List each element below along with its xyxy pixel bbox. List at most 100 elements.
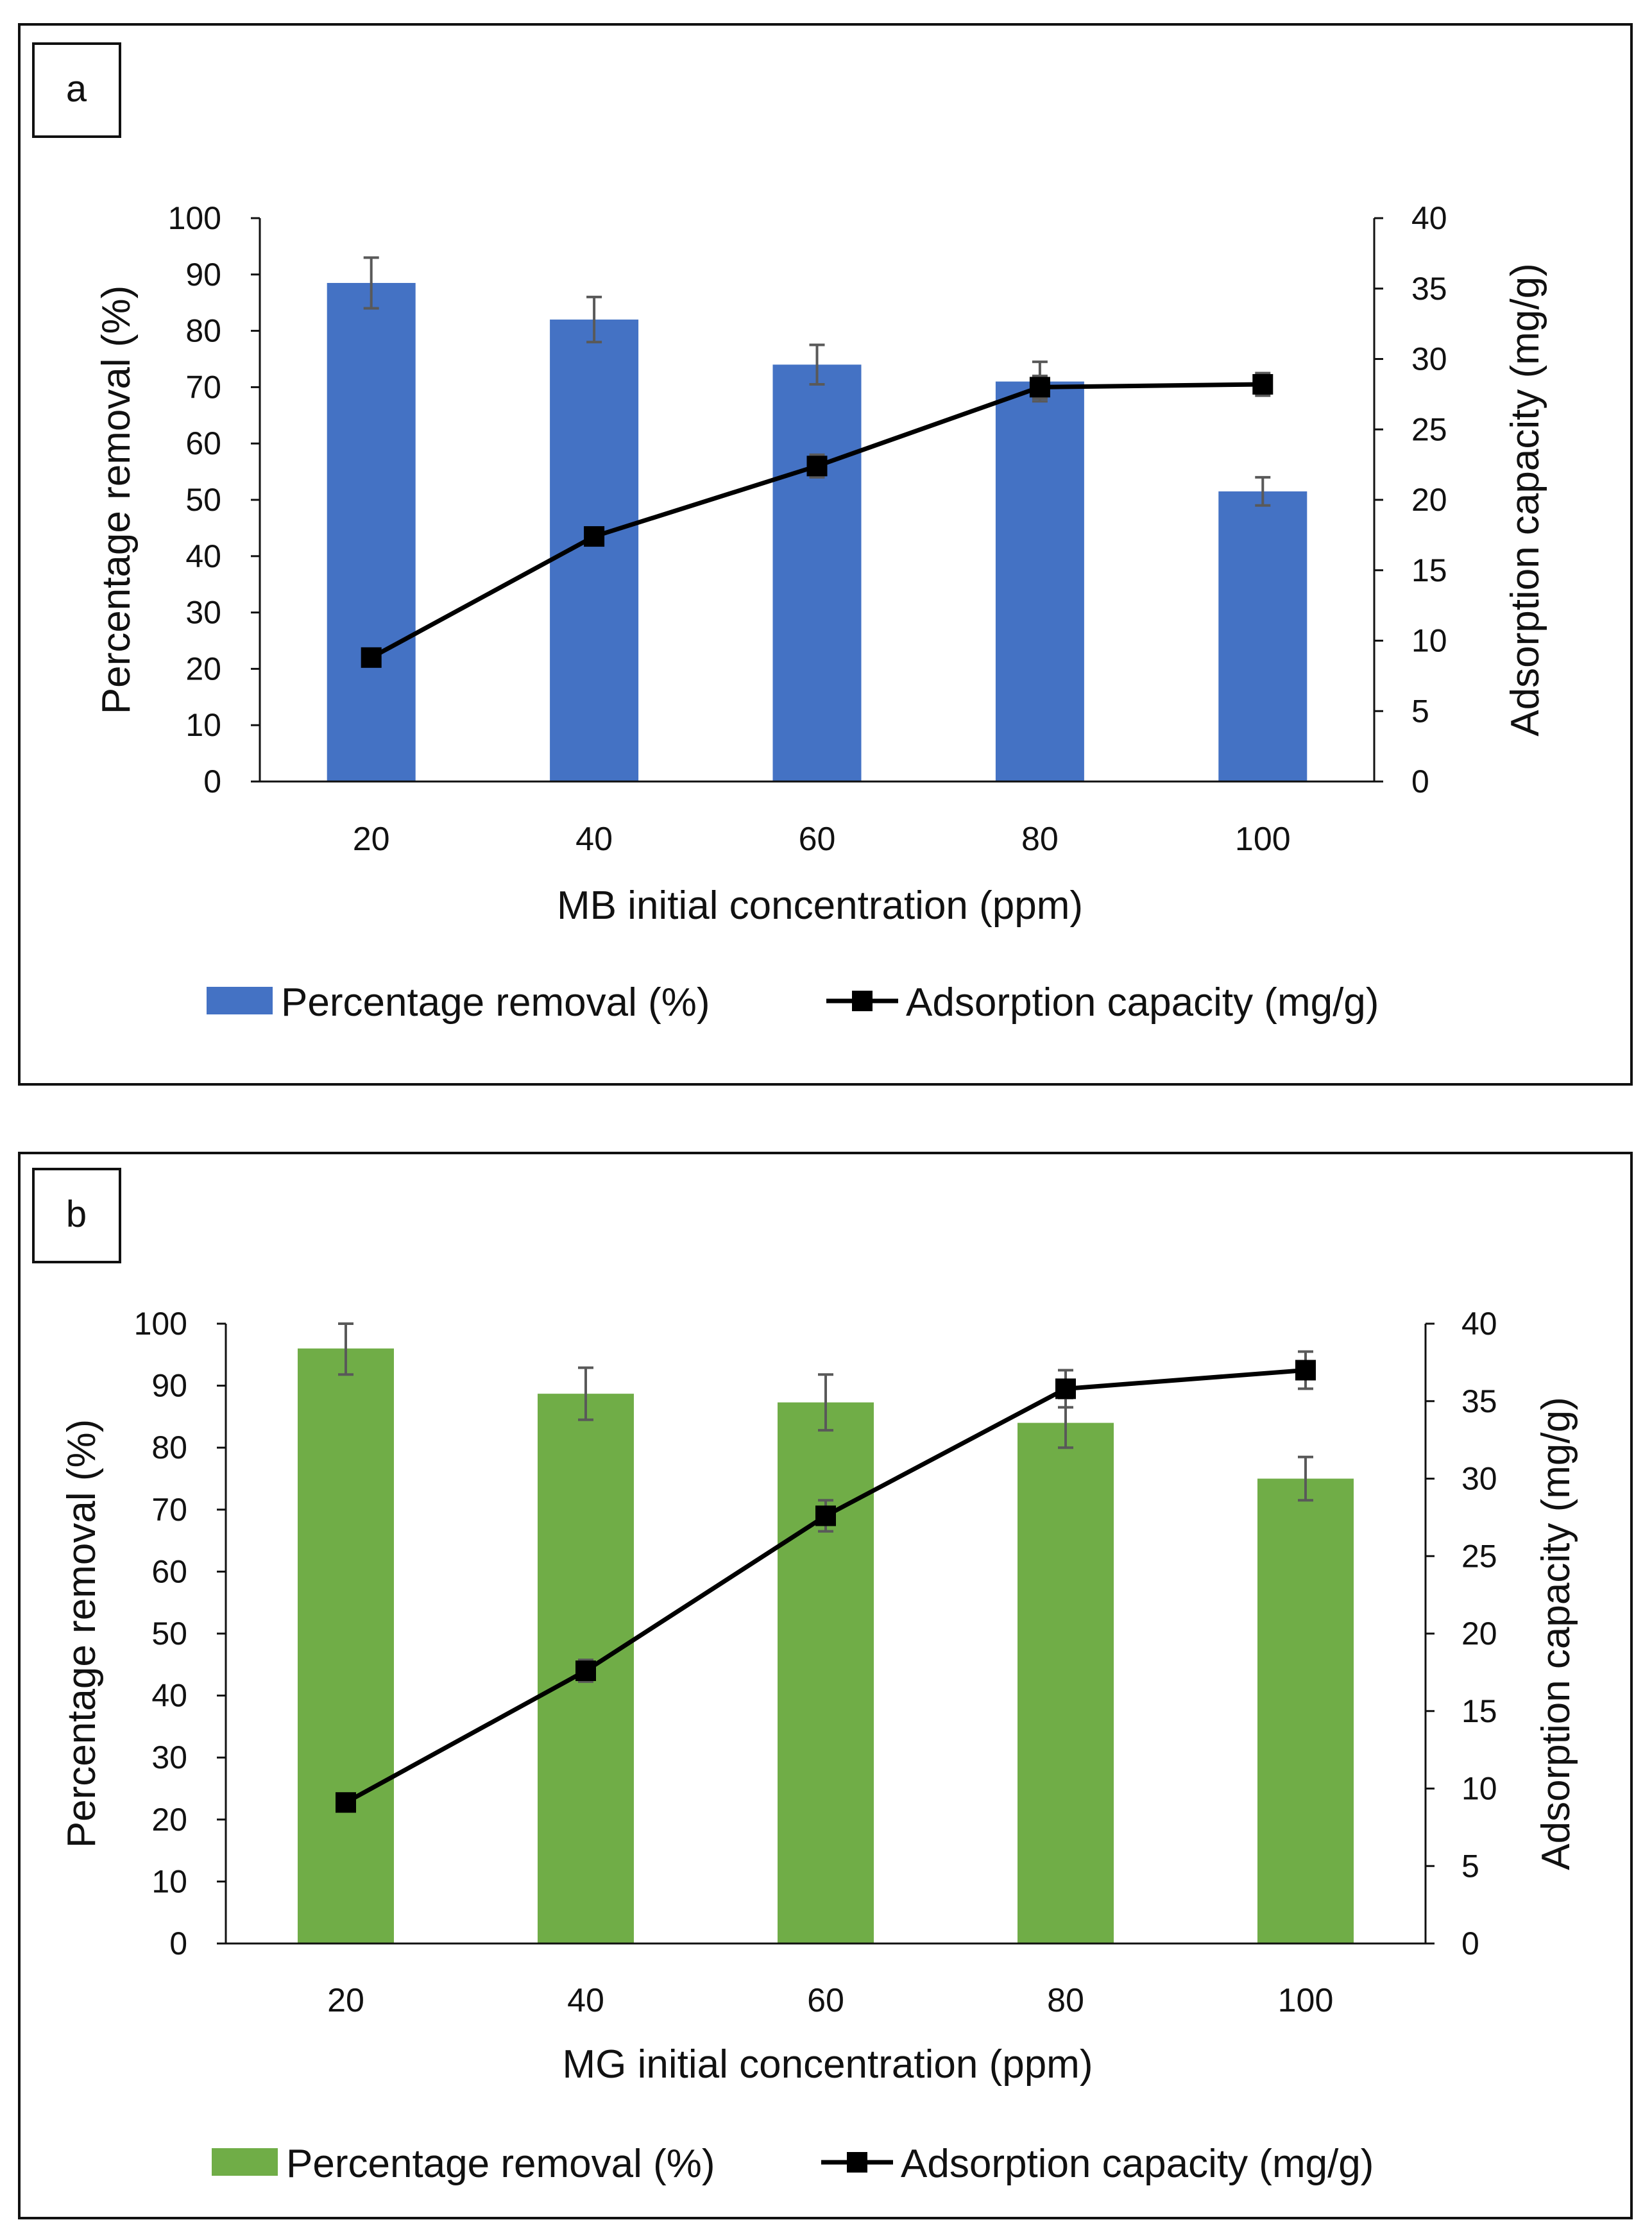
chart-a-bar-80 <box>995 381 1084 782</box>
chart-b-ytick-left-label: 10 <box>151 1863 187 1899</box>
chart-a-ytick-left-label: 40 <box>185 538 221 574</box>
chart-b-ytick-left-label: 100 <box>134 1306 187 1342</box>
chart-a-ytick-right-label: 35 <box>1411 271 1447 307</box>
chart-a-ytick-left-label: 60 <box>185 425 221 461</box>
chart-b-point-100 <box>1295 1360 1316 1381</box>
panel-b-label: b <box>66 1193 87 1235</box>
chart-a-bar-60 <box>772 364 862 782</box>
chart-a-ytick-left-label: 90 <box>185 257 221 293</box>
chart-a-bar-100 <box>1218 491 1307 782</box>
chart-a-point-40 <box>584 526 605 547</box>
chart-b-ylabel-left: Percentage removal (%) <box>60 1419 104 1849</box>
panel-b-label-box <box>32 1168 121 1263</box>
chart-a-xtick-label: 40 <box>575 821 613 858</box>
chart-a-legend-line-label: Adsorption capacity (mg/g) <box>906 980 1379 1025</box>
chart-a-legend-bar-label: Percentage removal (%) <box>281 980 710 1025</box>
chart-a-ytick-left-label: 0 <box>203 764 221 799</box>
chart-b-point-20 <box>336 1792 356 1813</box>
chart-a-bar-errorbar-40 <box>586 295 602 344</box>
chart-b-legend-line-label: Adsorption capacity (mg/g) <box>901 2142 1374 2186</box>
chart-b-ytick-left-label: 40 <box>151 1678 187 1714</box>
chart-a-xtick-label: 80 <box>1021 821 1059 858</box>
chart-b-ytick-left-label: 70 <box>151 1492 187 1528</box>
chart-b-ytick-right-label: 40 <box>1461 1306 1497 1342</box>
chart-a-ytick-right-label: 30 <box>1411 341 1447 377</box>
chart-b-ytick-right-label: 10 <box>1461 1771 1497 1807</box>
chart-a-legend: Percentage removal (%) Adsorption capaci… <box>207 980 1379 1025</box>
chart-a-ytick-left-label: 80 <box>185 313 221 349</box>
chart-a-bar-errorbar-100 <box>1255 475 1271 507</box>
chart-a-ytick-right-label: 10 <box>1411 623 1447 659</box>
chart-b-legend: Percentage removal (%) Adsorption capaci… <box>212 2142 1374 2186</box>
chart-b-point-80 <box>1055 1378 1076 1399</box>
chart-b-legend-bar-label: Percentage removal (%) <box>286 2142 715 2186</box>
chart-a-point-100 <box>1252 374 1273 395</box>
chart-b-ytick-left-label: 50 <box>151 1616 187 1652</box>
panel-b-frame <box>18 1152 1633 2219</box>
chart-a-xtick-label: 60 <box>799 821 836 858</box>
panel-a-frame <box>18 23 1633 1086</box>
chart-b-ytick-right-label: 25 <box>1461 1538 1497 1574</box>
chart-b-bar-errorbar-100 <box>1298 1455 1313 1502</box>
chart-a-ytick-right-label: 0 <box>1411 764 1429 799</box>
chart-b-point-40 <box>575 1660 596 1681</box>
chart-b-ytick-right-label: 30 <box>1461 1461 1497 1497</box>
chart-b-ytick-left-label: 80 <box>151 1430 187 1465</box>
chart-b-ytick-left-label: 20 <box>151 1802 187 1838</box>
chart-b-bar-100 <box>1257 1478 1354 1943</box>
panel-a-label-box <box>32 42 121 138</box>
chart-b-bar-20 <box>298 1348 394 1943</box>
chart-b-xtick-label: 20 <box>327 1982 364 2019</box>
chart-a-ytick-right-label: 25 <box>1411 411 1447 447</box>
chart-a-ytick-left-label: 10 <box>185 707 221 743</box>
chart-a-bar-40 <box>550 320 639 782</box>
chart-a-bar-20 <box>327 282 416 782</box>
chart-a-ytick-left-label: 20 <box>185 651 221 687</box>
chart-a-xtick-label: 100 <box>1235 821 1291 858</box>
chart-a-point-20 <box>361 647 382 668</box>
chart-a-bar-errorbar-60 <box>809 343 825 386</box>
chart-b-ytick-left-label: 30 <box>151 1739 187 1775</box>
chart-b-ytick-right-label: 15 <box>1461 1693 1497 1729</box>
chart-a-ytick-left-label: 70 <box>185 369 221 405</box>
chart-a-point-60 <box>806 456 828 477</box>
chart-a-ytick-left-label: 100 <box>168 200 221 236</box>
chart-a-ylabel-right: Adsorption capacity (mg/g) <box>1503 263 1547 736</box>
chart-a-point-80 <box>1029 377 1050 398</box>
chart-a-ytick-left-label: 50 <box>185 482 221 518</box>
chart-b-bar-errorbar-60 <box>818 1373 833 1432</box>
chart-b-bar-errorbar-20 <box>338 1322 353 1376</box>
chart-b-xtick-label: 40 <box>567 1982 604 2019</box>
chart-b-ylabel-right: Adsorption capacity (mg/g) <box>1534 1397 1578 1870</box>
panel-a-label: a <box>66 68 87 110</box>
chart-a-ytick-right-label: 20 <box>1411 482 1447 518</box>
chart-b-ytick-left-label: 90 <box>151 1368 187 1404</box>
chart-a-xtick-label: 20 <box>353 821 390 858</box>
chart-b-ytick-right-label: 20 <box>1461 1616 1497 1652</box>
chart-b-bar-80 <box>1018 1422 1114 1943</box>
chart-a-legend-bar-swatch <box>207 987 273 1014</box>
chart-b-ytick-right-label: 35 <box>1461 1383 1497 1419</box>
chart-b-bar-errorbar-40 <box>578 1366 593 1421</box>
chart-a-ytick-left-label: 30 <box>185 595 221 631</box>
chart-b-ytick-right-label: 0 <box>1461 1926 1479 1961</box>
chart-a-ylabel-left: Percentage removal (%) <box>94 286 139 715</box>
chart-b-bar-60 <box>778 1402 874 1943</box>
chart-a-ytick-right-label: 15 <box>1411 552 1447 588</box>
chart-b-xlabel: MG initial concentration (ppm) <box>563 2042 1093 2087</box>
chart-a-ytick-right-label: 5 <box>1411 693 1429 729</box>
chart-b-xtick-label: 60 <box>807 1982 844 2019</box>
panel-a: a 0 10 20 30 40 50 60 70 80 90 100 0 5 10 15 20 25 30 35 4… <box>18 23 1633 1086</box>
chart-a-xlabel: MB initial concentration (ppm) <box>557 884 1083 928</box>
chart-b-legend-marker <box>847 2152 867 2173</box>
chart-a-ytick-right-label: 40 <box>1411 200 1447 236</box>
chart-a-bar-errorbar-20 <box>363 256 379 310</box>
chart-b-ytick-left-label: 0 <box>169 1926 187 1961</box>
chart-b-xtick-label: 100 <box>1278 1982 1334 2019</box>
chart-b-legend-bar-swatch <box>212 2148 278 2176</box>
panel-b: b 0 10 20 30 40 50 60 70 80 90 100 0 5 10 15 20 25 30 35 4… <box>18 1152 1633 2219</box>
chart-b-ytick-right-label: 5 <box>1461 1848 1479 1884</box>
